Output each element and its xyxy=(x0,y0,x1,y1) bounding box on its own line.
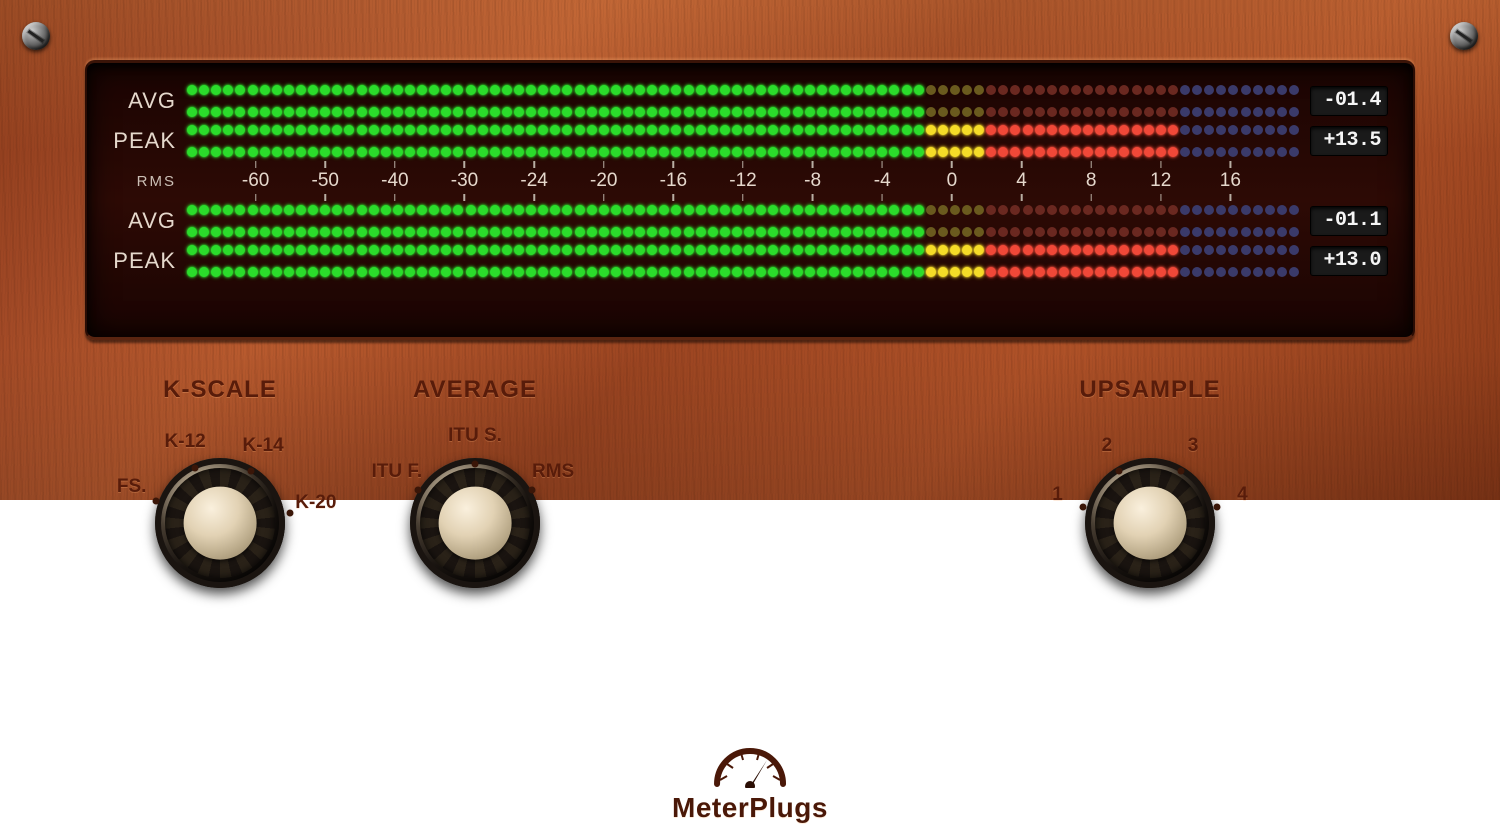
scale-tick: 4 xyxy=(1016,161,1027,201)
scale-tick: -20 xyxy=(590,161,617,201)
scale-tick: -60 xyxy=(242,161,269,201)
ch2-avg-led-bar xyxy=(186,205,1300,237)
scale-tick: -4 xyxy=(874,161,891,201)
kscale-title: K-SCALE xyxy=(163,376,277,404)
kscale-option-label: K-20 xyxy=(295,492,336,514)
average-knob[interactable] xyxy=(410,458,540,588)
average-knob-wrap: ITU F. ITU S. RMS xyxy=(375,408,575,528)
kscale-option-label: K-12 xyxy=(165,431,206,453)
average-tick-dot xyxy=(472,461,479,468)
ch1-peak-label: PEAK xyxy=(112,128,176,154)
upsample-tick-dot xyxy=(1079,503,1086,510)
upsample-option-label: 3 xyxy=(1188,435,1199,457)
meter-row-ch1-peak: PEAK +13.5 xyxy=(112,121,1388,161)
kscale-tick-dot xyxy=(248,467,255,474)
meter-row-ch2-avg: AVG -01.1 xyxy=(112,201,1388,241)
upsample-knob-wrap: 1 2 3 4 xyxy=(1050,408,1250,528)
average-option-label: ITU S. xyxy=(448,425,502,447)
meter-row-ch2-peak: PEAK +13.0 xyxy=(112,241,1388,281)
scale-tick: -16 xyxy=(660,161,687,201)
meter-display: AVG-01.4PEAK+13.5RMS-60-50-40-30-24-20-1… xyxy=(85,60,1415,340)
kscale-knob-group: K-SCALE FS.K-12K-14K-20 xyxy=(120,376,320,528)
upsample-option-label: 1 xyxy=(1052,484,1063,506)
meter-icon xyxy=(705,736,795,788)
ch1-peak-readout: +13.5 xyxy=(1310,126,1388,156)
scale-tick: 8 xyxy=(1086,161,1097,201)
average-tick-dot xyxy=(415,487,422,494)
scale-ticks: -60-50-40-30-24-20-16-12-8-40481216 xyxy=(186,161,1300,201)
ch2-avg-readout: -01.1 xyxy=(1310,206,1388,236)
ch1-peak-led-bar xyxy=(186,125,1300,157)
meter-row-ch1-avg: AVG -01.4 xyxy=(112,81,1388,121)
average-title: AVERAGE xyxy=(413,376,537,404)
average-knob-group: AVERAGE ITU F. ITU S. RMS xyxy=(375,376,575,528)
scale-tick: -8 xyxy=(804,161,821,201)
screw-icon xyxy=(22,22,50,50)
scale-row: RMS-60-50-40-30-24-20-16-12-8-40481216 xyxy=(112,161,1388,201)
upsample-tick-dot xyxy=(1178,467,1185,474)
average-option-label: ITU F. xyxy=(372,461,423,483)
scale-tick: -12 xyxy=(729,161,756,201)
scale-tick: -40 xyxy=(381,161,408,201)
kscale-knob-wrap: FS.K-12K-14K-20 xyxy=(120,408,320,528)
upsample-knob-group: UPSAMPLE 1 2 3 4 xyxy=(1050,376,1250,528)
controls-section: K-SCALE FS.K-12K-14K-20 AVERAGE ITU F.IT… xyxy=(0,358,1500,500)
scale-label: RMS xyxy=(112,173,176,190)
screw-icon xyxy=(1450,22,1478,50)
scale-tick: -50 xyxy=(312,161,339,201)
upsample-tick-dot xyxy=(1115,467,1122,474)
kscale-tick-dot xyxy=(191,465,198,472)
scale-tick: -30 xyxy=(451,161,478,201)
kscale-tick-dot xyxy=(286,509,293,516)
ch1-avg-label: AVG xyxy=(112,88,176,114)
ch2-peak-led-bar xyxy=(186,245,1300,277)
kscale-option-label: FS. xyxy=(117,476,147,498)
ch2-peak-label: PEAK xyxy=(112,248,176,274)
kscale-tick-dot xyxy=(152,498,159,505)
upsample-option-label: 2 xyxy=(1102,435,1113,457)
scale-tick: -24 xyxy=(520,161,547,201)
upsample-knob[interactable] xyxy=(1085,458,1215,588)
average-option-label: RMS xyxy=(532,461,574,483)
scale-tick: 16 xyxy=(1220,161,1241,201)
kscale-knob[interactable] xyxy=(155,458,285,588)
average-tick-dot xyxy=(528,487,535,494)
scale-tick: 0 xyxy=(947,161,958,201)
brand-name: MeterPlugs xyxy=(672,792,828,824)
scale-tick: 12 xyxy=(1150,161,1171,201)
ch2-avg-label: AVG xyxy=(112,208,176,234)
upsample-tick-dot xyxy=(1214,503,1221,510)
upsample-option-label: 4 xyxy=(1237,484,1248,506)
ch1-avg-led-bar xyxy=(186,85,1300,117)
brand-logo: MeterPlugs xyxy=(672,736,828,824)
ch1-avg-readout: -01.4 xyxy=(1310,86,1388,116)
ch2-peak-readout: +13.0 xyxy=(1310,246,1388,276)
upsample-title: UPSAMPLE xyxy=(1079,376,1220,404)
kscale-option-label: K-14 xyxy=(243,435,284,457)
plugin-panel: AVG-01.4PEAK+13.5RMS-60-50-40-30-24-20-1… xyxy=(0,0,1500,500)
